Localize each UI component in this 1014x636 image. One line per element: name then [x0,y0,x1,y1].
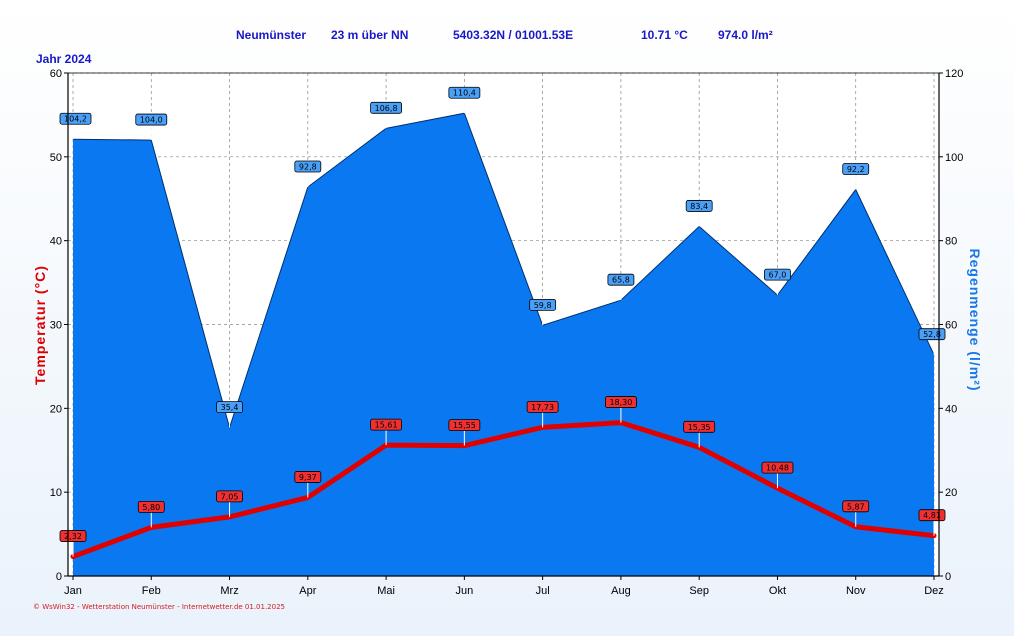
header-coords: 5403.32N / 01001.53E [453,28,573,42]
temp-data-label: 15,55 [453,421,476,430]
right-tick-label: 100 [945,152,963,164]
temp-data-label-box [842,500,870,513]
temperature-line [70,420,937,560]
x-tick-label: Jun [455,585,473,597]
temp-data-label-box [526,400,559,413]
temp-data-label-box [683,420,716,433]
header-elevation: 23 m über NN [331,28,408,42]
temp-data-label: 7,05 [221,492,239,501]
left-tick-label: 30 [50,320,62,332]
axes: 0 10 20 30 40 50 60 0 20 40 60 80 100 120 Jan Feb Mrz Apr… [50,68,964,597]
temp-data-label: 17,73 [531,403,554,412]
temp-data-label: 15,35 [688,423,711,432]
rain-data-label-box [529,298,557,311]
rain-data-label-box [764,268,791,281]
temp-data-label: 5,80 [142,503,160,512]
rain-data-label: 35,4 [221,403,239,412]
rain-data-label: 92,2 [847,165,865,174]
rain-data-label: 52,8 [923,330,941,339]
x-tick-label: Okt [769,585,786,597]
rain-data-label-box [685,200,713,212]
rain-data-label: 65,8 [612,276,630,285]
temp-data-label: 10,48 [766,464,789,473]
rain-data-label-box [135,113,168,126]
right-tick-label: 0 [945,571,951,583]
temp-data-label-box [59,530,87,542]
left-tick-label: 20 [50,403,62,415]
temp-data-label-box [216,490,243,503]
right-tick-label: 20 [945,487,957,499]
header-mean-temp: 10.71 °C [641,28,688,42]
x-tick-label: Jan [64,585,82,597]
rain-data-label: 83,4 [690,202,708,211]
footer-credit: © WsWin32 - Wetterstation Neumünster - I… [33,603,285,611]
temp-data-label-box [448,419,481,432]
right-tick-label: 120 [945,68,963,80]
rain-data-label: 104,2 [64,115,87,124]
temp-data-label: 18,30 [609,398,632,407]
temperature-layer: 2,32 5,80 7,05 9,37 15,61 15,55 17,73 18,30 15,3… [59,396,946,560]
header-total-rain: 974.0 l/m² [718,28,773,42]
year-label: Jahr 2024 [36,52,92,66]
rain-data-label: 110,4 [453,89,476,98]
temp-data-label-box [137,500,165,513]
right-tick-label: 80 [945,236,957,248]
rain-data-label-box [448,86,481,99]
x-tick-label: Dez [924,585,944,597]
x-tick-label: Jul [536,585,550,597]
x-tick-label: Sep [689,585,709,597]
temp-data-label-box [761,461,794,474]
rain-data-label: 104,0 [140,116,163,125]
left-tick-label: 10 [50,487,62,499]
x-tick-label: Feb [142,585,161,597]
left-axis-title: Temperatur (°C) [32,265,48,385]
right-tick-label: 40 [945,403,957,415]
left-tick-label: 60 [50,68,62,80]
temp-data-label: 5,87 [847,502,865,511]
temp-data-label-box [294,471,322,483]
temp-data-label: 4,81 [923,511,941,520]
x-tick-label: Nov [846,585,866,597]
rain-data-label-box [842,163,870,175]
temp-data-label: 9,37 [299,473,317,482]
temp-data-label-box [370,418,402,431]
rain-data-label-box [294,160,322,173]
rain-data-label: 106,8 [375,104,398,113]
x-tick-label: Aug [611,585,631,597]
right-tick-label: 60 [945,320,957,332]
x-tick-label: Mrz [220,585,238,597]
temp-data-label: 15,61 [375,421,398,430]
x-tick-label: Mai [377,585,395,597]
temp-data-label: 2,32 [64,532,82,541]
rain-data-label-box [216,401,243,414]
right-axis-title: Regenmenge (l/m²) [967,248,983,391]
rain-data-label: 59,8 [534,301,552,310]
left-tick-label: 0 [56,571,62,583]
header-station: Neumünster [236,28,306,42]
left-tick-label: 50 [50,152,62,164]
rain-data-label: 67,0 [769,271,787,280]
x-tick-label: Apr [299,585,316,597]
rain-data-label-box [607,273,635,286]
rain-data-label-box [370,101,402,114]
rain-data-label: 92,8 [299,163,317,172]
temp-data-label-box [605,396,637,408]
left-tick-label: 40 [50,236,62,248]
